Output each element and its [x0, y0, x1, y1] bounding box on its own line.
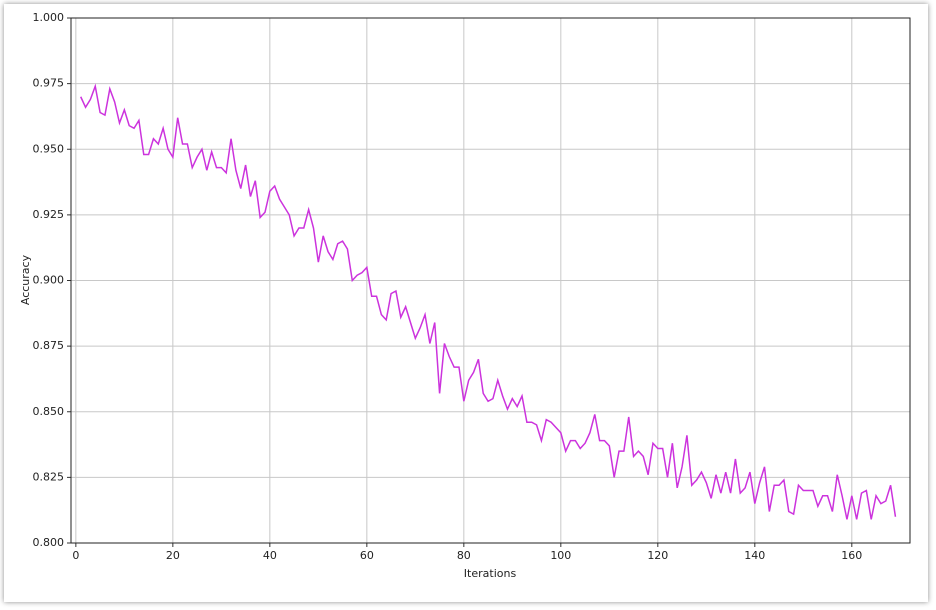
x-tick-label: 140 — [744, 549, 765, 562]
x-tick-label: 160 — [841, 549, 862, 562]
y-axis-label: Accuracy — [19, 254, 32, 305]
y-tick-label: 0.925 — [33, 208, 65, 221]
y-tick-label: 0.875 — [33, 339, 65, 352]
plot-border — [70, 17, 911, 544]
data-line — [80, 83, 897, 520]
screenshot-frame — [4, 4, 928, 602]
y-tick-label: 0.950 — [33, 142, 65, 155]
y-tick-label: 0.850 — [33, 405, 65, 418]
x-tick-label: 20 — [166, 549, 180, 562]
x-tick-label: 40 — [263, 549, 277, 562]
y-tick-label: 0.825 — [33, 470, 65, 483]
x-tick-label: 100 — [550, 549, 571, 562]
x-tick-label: 60 — [360, 549, 374, 562]
x-tick-label: 0 — [72, 549, 79, 562]
y-tick-label: 0.975 — [33, 77, 65, 90]
y-tick-label: 0.900 — [33, 274, 65, 287]
x-axis-label: Iterations — [464, 567, 517, 580]
y-tick-label: 0.800 — [33, 536, 65, 549]
x-tick-label: 80 — [457, 549, 471, 562]
y-tick-label: 1.000 — [33, 11, 65, 24]
x-tick-label: 120 — [647, 549, 668, 562]
